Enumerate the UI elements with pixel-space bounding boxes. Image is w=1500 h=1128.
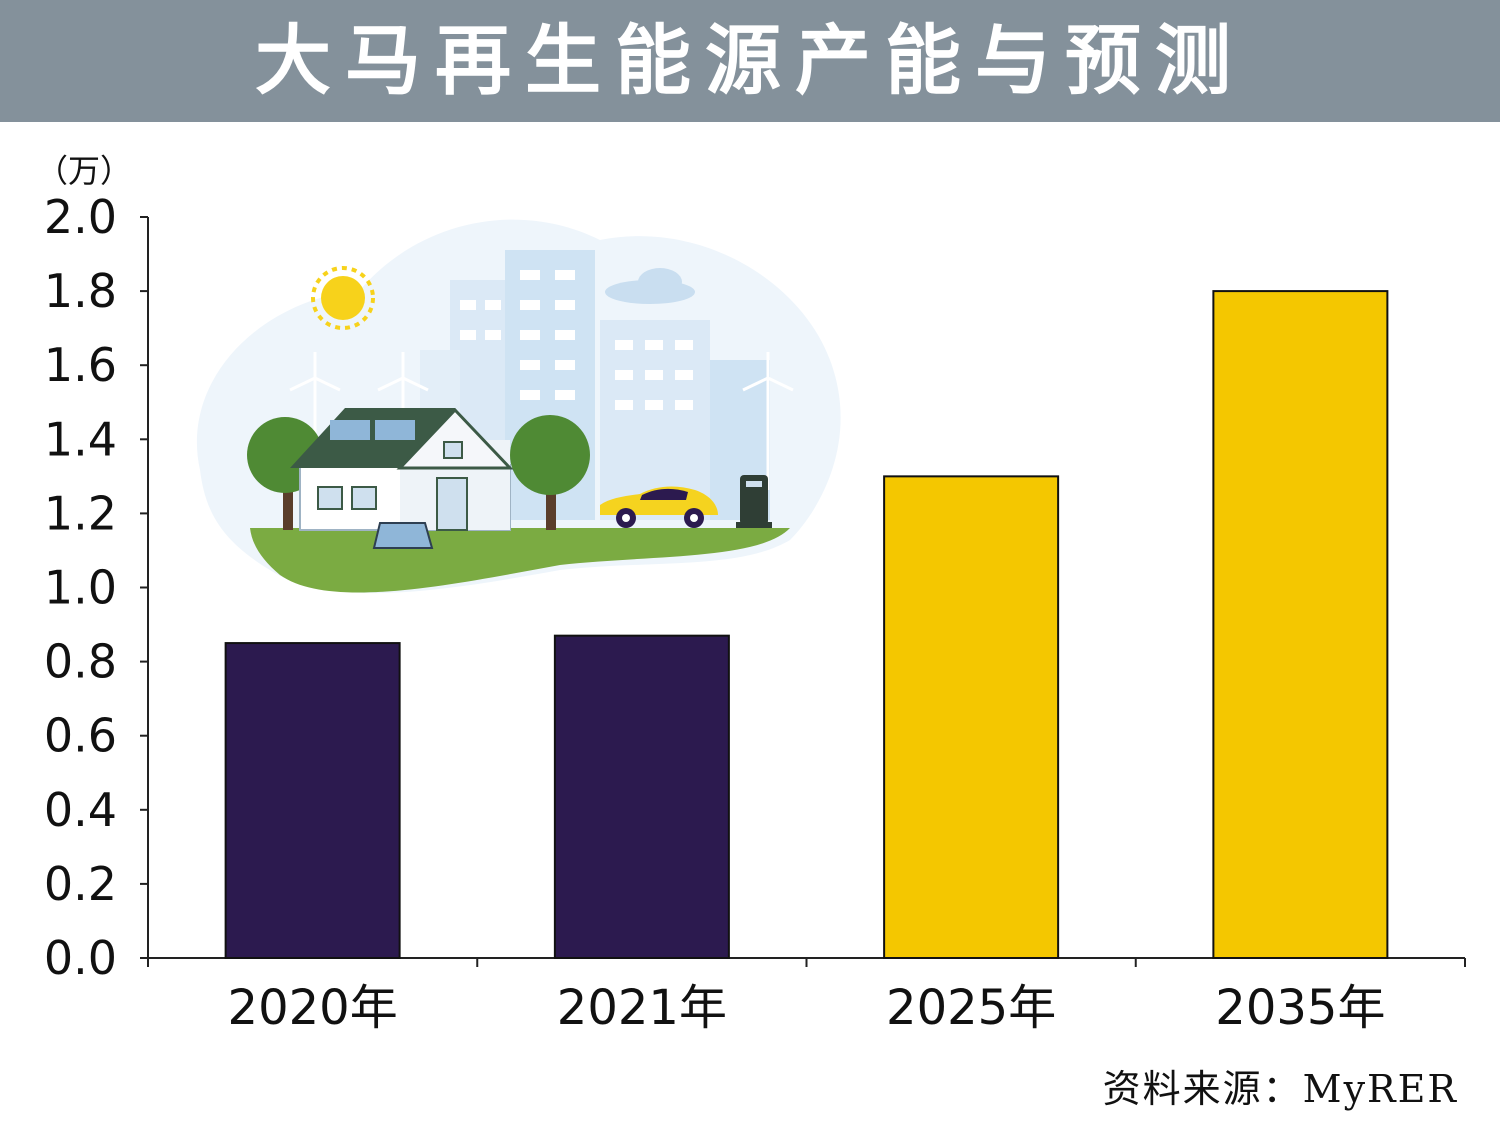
- y-tick-label: 1.0: [44, 561, 117, 615]
- y-tick-label: 0.0: [44, 931, 117, 985]
- x-tick-label: 2035年: [1215, 980, 1385, 1036]
- chart-title: 大马再生能源产能与预测: [255, 16, 1245, 105]
- y-tick-label: 1.4: [44, 412, 117, 466]
- solar-panel-icon: [372, 522, 434, 549]
- y-tick-label: 1.2: [44, 486, 117, 540]
- y-tick-label: 1.6: [44, 338, 117, 392]
- y-tick-label: 0.6: [44, 709, 117, 763]
- charging-station-icon: [736, 475, 772, 528]
- bar-2035年: [1212, 290, 1389, 960]
- y-tick-label: 0.2: [44, 857, 117, 911]
- y-tick-label: 0.8: [44, 635, 117, 689]
- bar-2025年: [883, 475, 1060, 959]
- house-icon: [290, 407, 514, 531]
- electric-car-icon: [600, 486, 718, 528]
- x-tick-label: 2020年: [228, 980, 398, 1036]
- unit-label: （万）: [36, 152, 133, 190]
- x-tick-label: 2025年: [886, 980, 1056, 1036]
- x-tick-label: 2021年: [557, 980, 727, 1036]
- source-note: 资料来源：MyRER: [1102, 1067, 1458, 1111]
- bar-2021年: [553, 634, 730, 959]
- renewable-energy-illustration: [196, 219, 841, 594]
- y-tick-label: 2.0: [44, 190, 117, 244]
- sun-icon: [311, 266, 375, 330]
- y-tick-label: 0.4: [44, 783, 117, 837]
- title-bar: 大马再生能源产能与预测: [0, 0, 1500, 122]
- wind-turbine-icon: [289, 352, 794, 490]
- y-tick-label: 1.8: [44, 264, 117, 318]
- bar-2020年: [224, 642, 401, 959]
